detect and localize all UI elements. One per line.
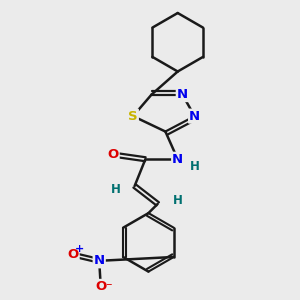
- Text: H: H: [111, 183, 121, 196]
- Text: N: N: [172, 153, 183, 166]
- Text: O: O: [95, 280, 106, 293]
- Text: O: O: [107, 148, 119, 161]
- Text: N: N: [94, 254, 105, 267]
- Text: O: O: [68, 248, 79, 261]
- Text: N: N: [189, 110, 200, 123]
- Text: S: S: [128, 110, 138, 123]
- Text: H: H: [173, 194, 183, 207]
- Text: H: H: [190, 160, 200, 173]
- Text: +: +: [75, 244, 84, 254]
- Text: ⁻: ⁻: [105, 281, 112, 294]
- Text: N: N: [177, 88, 188, 101]
